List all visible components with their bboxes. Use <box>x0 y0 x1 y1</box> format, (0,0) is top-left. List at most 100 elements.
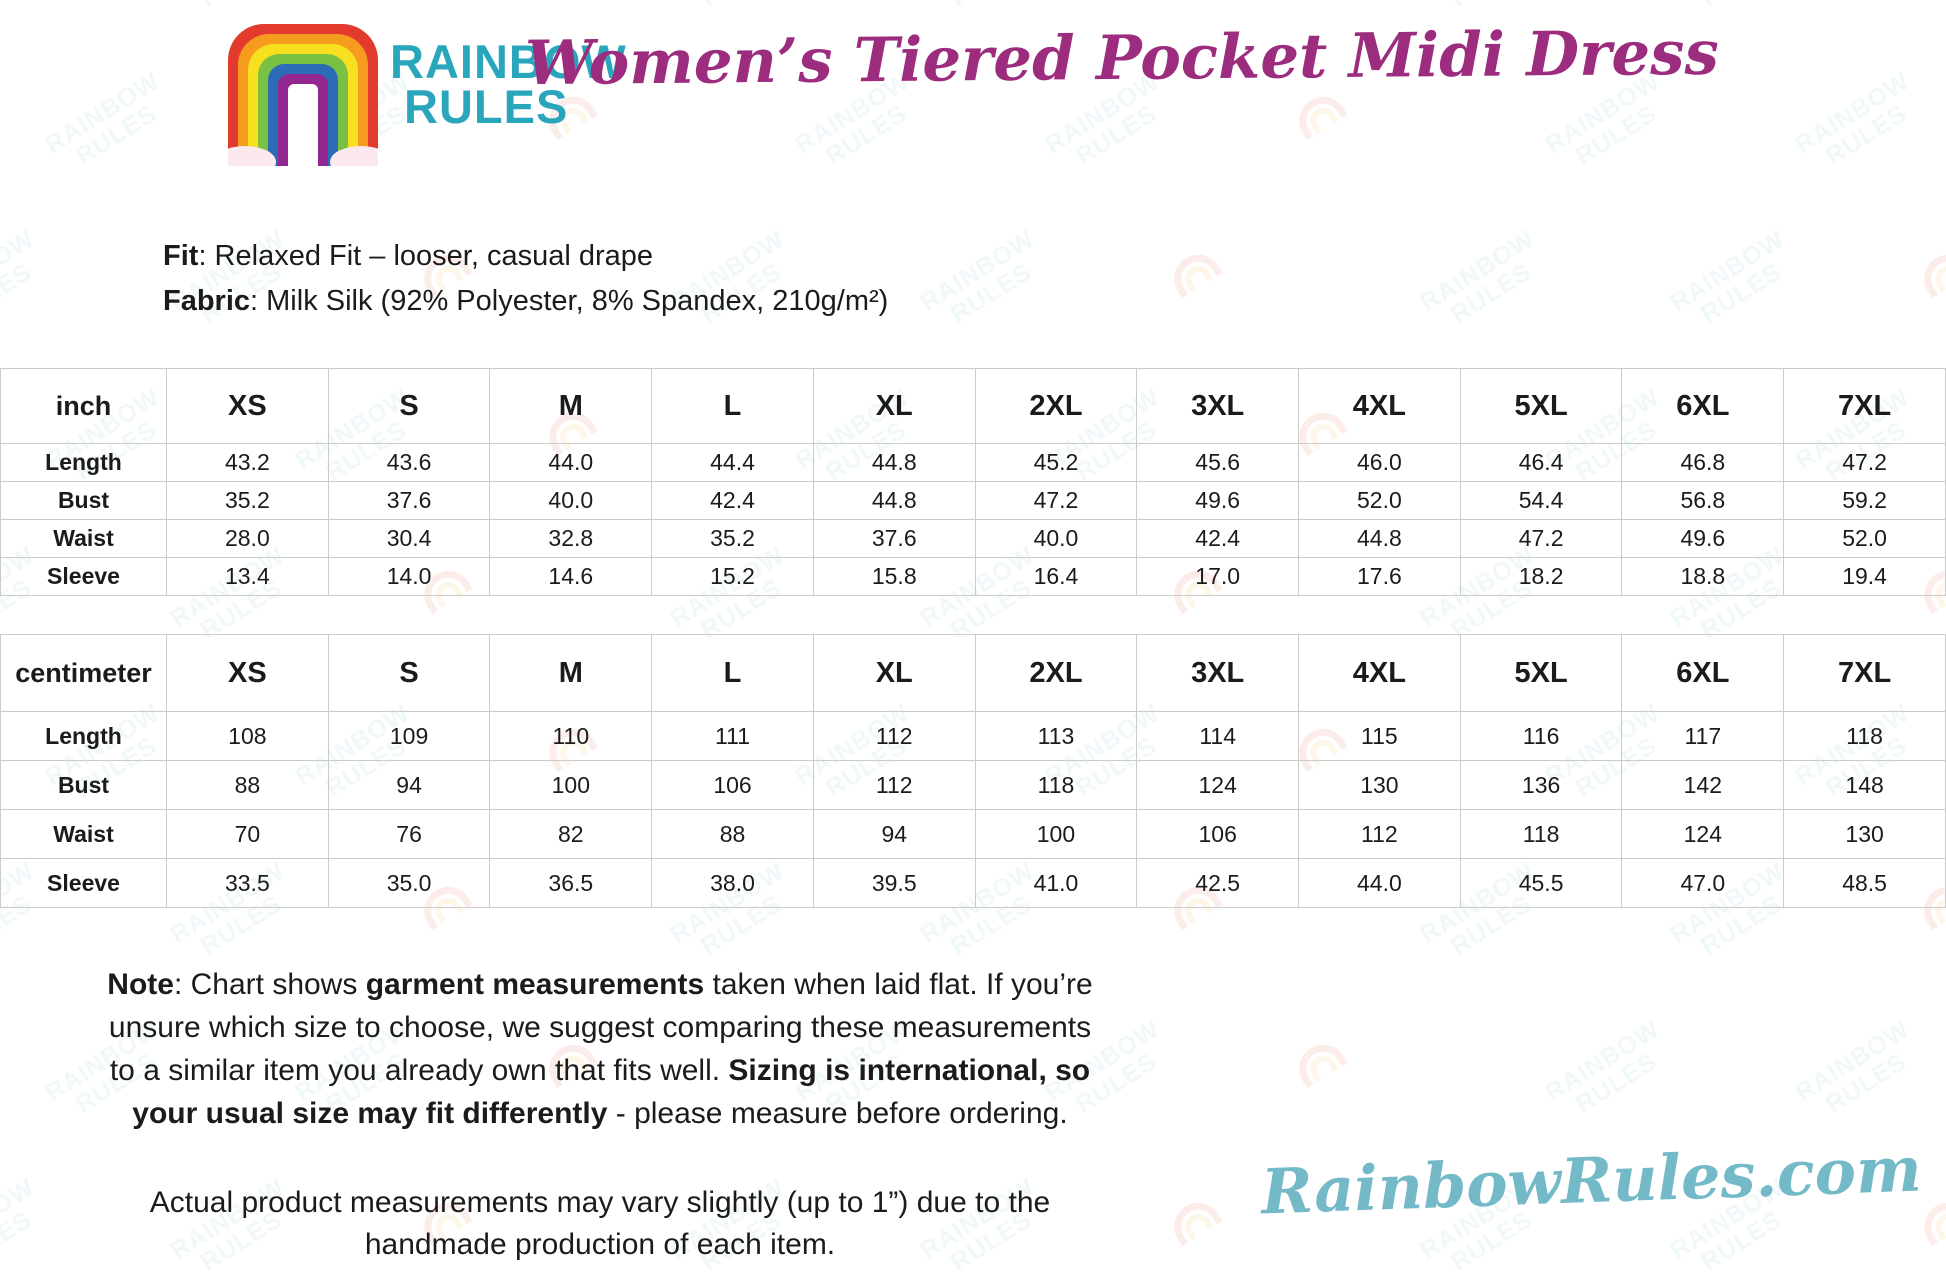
measurement-value: 115 <box>1298 711 1461 761</box>
size-column-header: L <box>651 368 814 444</box>
size-column-header: 4XL <box>1298 368 1461 444</box>
size-column-header: 7XL <box>1783 634 1946 712</box>
size-column-header: 3XL <box>1136 368 1300 444</box>
rainbow-arch-icon <box>228 24 378 166</box>
size-column-header: XS <box>166 368 329 444</box>
measurement-value: 16.4 <box>974 557 1138 596</box>
measurement-value: 17.6 <box>1298 557 1461 596</box>
measurement-value: 106 <box>651 760 814 810</box>
unit-header: centimeter <box>0 634 167 712</box>
unit-header: inch <box>0 368 167 444</box>
measurement-value: 113 <box>974 711 1138 761</box>
measurement-value: 30.4 <box>327 519 491 558</box>
measurement-value: 32.8 <box>489 519 653 558</box>
measurement-value: 33.5 <box>166 858 329 908</box>
measurement-value: 37.6 <box>812 519 976 558</box>
size-column-header: 6XL <box>1621 368 1785 444</box>
measurement-value: 28.0 <box>166 519 329 558</box>
measurement-row-label: Bust <box>0 760 167 810</box>
measurement-value: 15.2 <box>651 557 814 596</box>
measurement-value: 56.8 <box>1621 481 1785 520</box>
measurement-row: Bust 35.2 37.6 40.0 42.4 44.8 47.2 49.6 52.0 54.4… <box>0 481 1946 520</box>
fit-value: : Relaxed Fit – looser, casual drape <box>198 240 654 272</box>
measurement-value: 118 <box>1783 711 1946 761</box>
variance-note: Actual product measurements may vary sli… <box>149 1185 1051 1262</box>
measurement-value: 47.2 <box>1783 443 1946 482</box>
rainbow-ring <box>288 84 318 166</box>
brand-logo-line2: RULES <box>404 79 569 133</box>
measurement-value: 108 <box>166 711 329 761</box>
inch-size-table: inch XS S M L XL 2XL 3XL 4XL 5XL 6XL 7XL Length 43.2 4… <box>0 368 1946 596</box>
measurement-row: Waist 70 76 82 88 94 100 106 112 118 124 130 <box>0 809 1946 859</box>
fabric-line: Fabric: Milk Silk (92% Polyester, 8% Spa… <box>163 279 888 324</box>
size-column-header: L <box>651 634 814 712</box>
measurement-value: 46.4 <box>1459 443 1623 482</box>
measurement-value: 94 <box>327 760 491 810</box>
measurement-value: 45.6 <box>1136 443 1300 482</box>
brand-logo-text: RAINBOW RULES <box>390 38 627 166</box>
size-column-header: 2XL <box>974 368 1138 444</box>
measurement-value: 44.0 <box>1298 858 1461 908</box>
notes-section: Note: Chart shows garment measurements t… <box>95 964 1105 1267</box>
measurement-value: 82 <box>489 809 653 859</box>
size-header-row: inch XS S M L XL 2XL 3XL 4XL 5XL 6XL 7XL <box>0 368 1946 444</box>
measurement-value: 44.8 <box>812 443 976 482</box>
measurement-value: 46.8 <box>1621 443 1785 482</box>
measurement-value: 124 <box>1621 809 1785 859</box>
measurement-value: 88 <box>166 760 329 810</box>
measurement-value: 54.4 <box>1459 481 1623 520</box>
cloud-icon <box>330 146 378 166</box>
measurement-value: 35.2 <box>166 481 329 520</box>
size-column-header: 6XL <box>1621 634 1785 712</box>
cloud-icon <box>228 146 276 166</box>
measurement-value: 15.8 <box>812 557 976 596</box>
measurement-value: 47.2 <box>1459 519 1623 558</box>
measurement-value: 36.5 <box>489 858 653 908</box>
measurement-value: 117 <box>1621 711 1785 761</box>
measurement-row-label: Waist <box>0 809 167 859</box>
measurement-value: 52.0 <box>1298 481 1461 520</box>
measurement-value: 47.2 <box>974 481 1138 520</box>
note-label: Note <box>107 968 174 1001</box>
measurement-value: 48.5 <box>1783 858 1946 908</box>
measurement-value: 18.8 <box>1621 557 1785 596</box>
measurement-value: 39.5 <box>812 858 976 908</box>
website-signature: RainbowRules.com <box>1260 1132 1924 1229</box>
size-column-header: XS <box>166 634 329 712</box>
centimeter-size-table: centimeter XS S M L XL 2XL 3XL 4XL 5XL 6XL 7XL Lengt… <box>0 634 1946 908</box>
size-column-header: 7XL <box>1783 368 1946 444</box>
measurement-row: Bust 88 94 100 106 112 118 124 130 136 142 148 <box>0 760 1946 810</box>
size-column-header: S <box>327 634 491 712</box>
fabric-label: Fabric <box>163 284 251 317</box>
measurement-value: 70 <box>166 809 329 859</box>
measurement-value: 142 <box>1621 760 1785 810</box>
product-specs: Fit: Relaxed Fit – looser, casual drape … <box>163 234 888 324</box>
measurement-value: 49.6 <box>1136 481 1300 520</box>
size-column-header: S <box>327 368 491 444</box>
measurement-value: 49.6 <box>1621 519 1785 558</box>
measurement-value: 94 <box>812 809 976 859</box>
measurement-value: 124 <box>1136 760 1300 810</box>
measurement-value: 42.4 <box>1136 519 1300 558</box>
measurement-value: 37.6 <box>327 481 491 520</box>
measurement-value: 44.4 <box>651 443 814 482</box>
measurement-value: 44.8 <box>1298 519 1461 558</box>
measurement-value: 35.0 <box>327 858 491 908</box>
note-text: : Chart shows <box>173 968 366 1001</box>
measurement-row: Waist 28.0 30.4 32.8 35.2 37.6 40.0 42.4 44.8 47.… <box>0 519 1946 558</box>
measurement-value: 110 <box>489 711 653 761</box>
size-column-header: XL <box>812 634 976 712</box>
measurement-value: 47.0 <box>1621 858 1785 908</box>
measurement-row-label: Bust <box>0 481 167 520</box>
brand-logo-line1: RAINBOW <box>390 35 627 88</box>
measurement-row-label: Sleeve <box>0 858 167 908</box>
measurement-value: 42.4 <box>651 481 814 520</box>
measurement-value: 46.0 <box>1298 443 1461 482</box>
measurement-value: 118 <box>1459 809 1623 859</box>
fabric-value: : Milk Silk (92% Polyester, 8% Spandex, … <box>250 284 889 317</box>
measurement-value: 130 <box>1783 809 1946 859</box>
note-bold-text: Sizing is international, so your usual s… <box>132 1053 1091 1130</box>
measurement-value: 38.0 <box>651 858 814 908</box>
measurement-value: 13.4 <box>166 557 329 596</box>
measurement-value: 100 <box>974 809 1138 859</box>
